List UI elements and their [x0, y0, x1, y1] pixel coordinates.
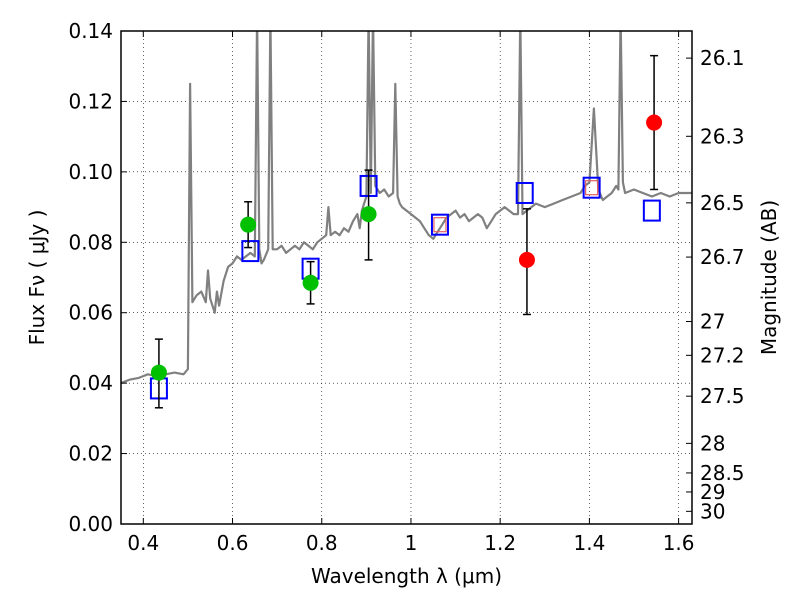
right-tick-label: 27 [700, 310, 725, 334]
observed-point-green [150, 364, 167, 381]
y-axis-title: Flux Fν ( μJy ) [25, 210, 49, 346]
x-axis-title: Wavelength λ (μm) [311, 564, 502, 588]
model-photometry-square [642, 199, 661, 222]
model-spectrum-line [121, 31, 692, 385]
right-tick-label: 27.2 [700, 343, 745, 367]
x-tick-label: 1 [405, 531, 418, 555]
x-tick-label: 0.6 [217, 531, 249, 555]
y-tick-label: 0.12 [68, 89, 113, 113]
right-tick-label: 27.5 [700, 384, 745, 408]
right-tick-label: 30 [700, 499, 725, 523]
model-photometry-square [241, 240, 260, 263]
x-tick-label: 1.6 [663, 531, 695, 555]
right-tick-label: 28 [700, 431, 725, 455]
y-tick-label: 0.08 [68, 230, 113, 254]
x-tick-label: 0.8 [306, 531, 338, 555]
y-tick-label: 0.06 [68, 301, 113, 325]
right-tick-label: 26.1 [700, 46, 745, 70]
x-tick-label: 1.4 [573, 531, 605, 555]
y-tick-label: 0.00 [68, 512, 113, 536]
right-tick-label: 26.3 [700, 124, 745, 148]
right-tick-label: 26.5 [700, 191, 745, 215]
x-tick-label: 1.2 [484, 531, 516, 555]
right-tick-label: 26.7 [700, 245, 745, 269]
model-photometry-square [582, 176, 601, 199]
plot-frame [120, 30, 693, 525]
y-tick-label: 0.14 [68, 19, 113, 43]
y-tick-label: 0.02 [68, 442, 113, 466]
small-red-square [585, 180, 599, 196]
model-photometry-square [430, 213, 449, 236]
observed-point-green [240, 216, 257, 233]
right-axis-title: Magnitude (AB) [757, 200, 781, 355]
ticks: 0.4 0.6 0.8 1 1.2 1.4 1.6 0.00 0.02 0.04 0.06 0.08 0… [68, 19, 744, 555]
plot-area [121, 31, 692, 409]
y-tick-label: 0.04 [68, 371, 113, 395]
x-tick-label: 0.4 [127, 531, 159, 555]
model-photometry-square [515, 181, 534, 204]
right-tick-label: 29 [700, 480, 725, 504]
observed-point-green [302, 274, 319, 291]
observed-point-red [646, 114, 663, 131]
observed-point-red [518, 251, 535, 268]
y-tick-label: 0.10 [68, 160, 113, 184]
right-tick-label: 28.5 [700, 461, 745, 485]
small-red-square [433, 217, 447, 233]
observed-point-green [360, 206, 377, 223]
